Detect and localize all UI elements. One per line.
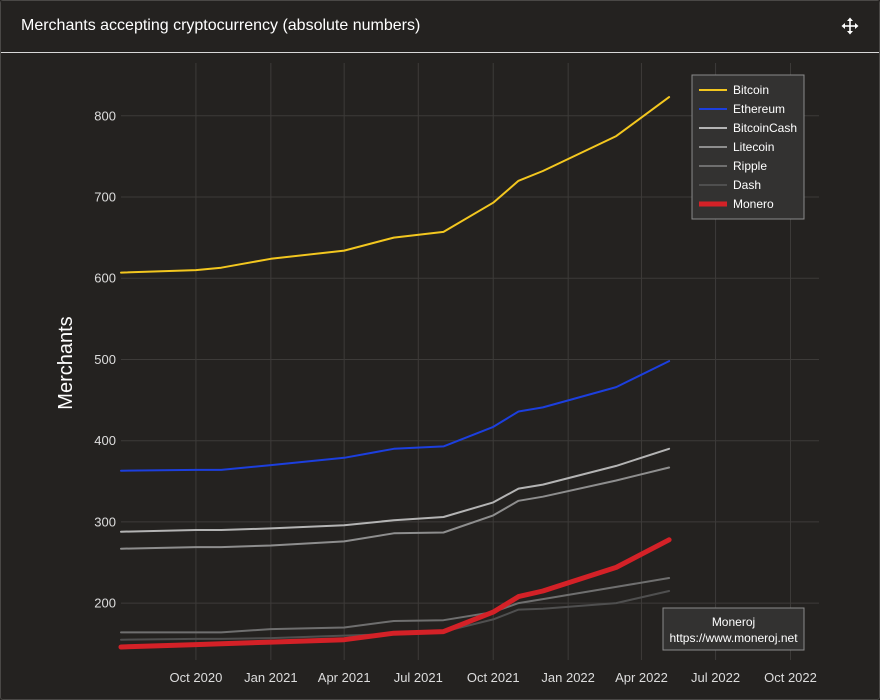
card-title: Merchants accepting cryptocurrency (abso… (21, 17, 421, 34)
y-tick-label: 600 (94, 271, 116, 286)
card-header: Merchants accepting cryptocurrency (abso… (1, 1, 879, 53)
legend-label-ethereum: Ethereum (733, 102, 785, 116)
series-line-monero (118, 537, 672, 650)
y-tick-label: 400 (94, 433, 116, 448)
y-tick-label: 300 (94, 514, 116, 529)
series-line-ripple (120, 577, 671, 634)
y-tick-label: 200 (94, 596, 116, 611)
x-tick-label: Oct 2022 (764, 670, 817, 685)
legend-label-dash: Dash (733, 178, 761, 192)
chart-series (118, 96, 672, 650)
credit-url: https://www.moneroj.net (669, 631, 798, 645)
credit-name: Moneroj (712, 615, 755, 629)
x-tick-label: Oct 2021 (467, 670, 520, 685)
x-tick-label: Oct 2020 (170, 670, 223, 685)
legend-label-litecoin: Litecoin (733, 140, 774, 154)
legend-label-ripple: Ripple (733, 159, 767, 173)
chart-legend: Bitcoin Ethereum BitcoinCash Litecoin Ripple… (691, 74, 805, 220)
x-tick-label: Jul 2021 (394, 670, 443, 685)
y-tick-label: 500 (94, 352, 116, 367)
y-tick-label: 800 (94, 108, 116, 123)
x-tick-label: Jan 2022 (541, 670, 595, 685)
series-line-bitcoin (120, 96, 671, 274)
move-arrows-icon[interactable] (841, 17, 859, 35)
y-axis-label: Merchants (55, 316, 77, 409)
y-tick-label: 700 (94, 190, 116, 205)
credit-box: Moneroj https://www.moneroj.net (662, 607, 805, 651)
chart-axes: 200 300 400 500 600 700 800 Oct 2020 Jan 2021 Apr… (94, 108, 817, 685)
x-tick-label: Jul 2022 (691, 670, 740, 685)
series-line-ethereum (120, 360, 671, 472)
legend-label-bitcoincash: BitcoinCash (733, 121, 797, 135)
legend-label-bitcoin: Bitcoin (733, 83, 769, 97)
x-tick-label: Apr 2021 (318, 670, 371, 685)
series-line-litecoin (120, 466, 671, 550)
legend-label-monero: Monero (733, 197, 774, 211)
x-tick-label: Apr 2022 (615, 670, 668, 685)
x-tick-label: Jan 2021 (244, 670, 298, 685)
series-line-bitcoincash (120, 447, 671, 533)
